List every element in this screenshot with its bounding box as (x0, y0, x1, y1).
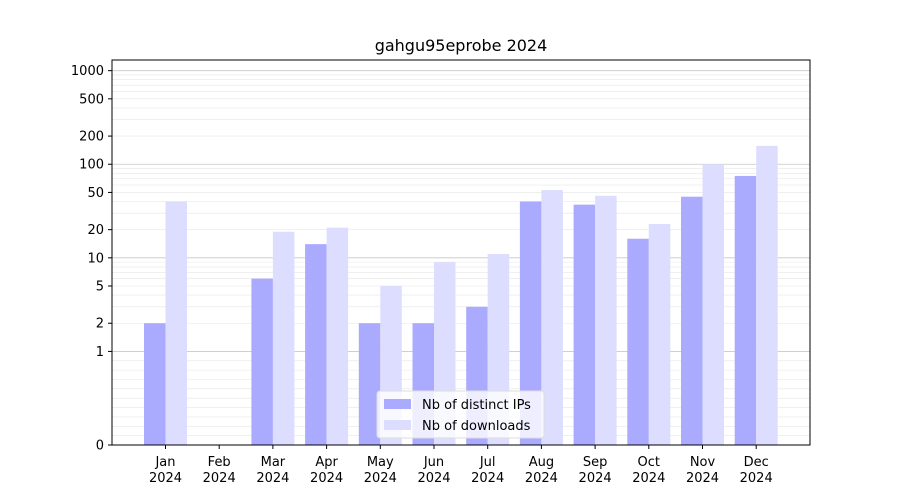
x-tick-label-month: Jul (479, 455, 496, 470)
x-tick-label-month: Jan (154, 455, 175, 470)
x-tick-label-month: Aug (529, 455, 554, 470)
x-tick-label-month: Oct (638, 455, 660, 470)
y-axis: 0 1 2 5 10 20 50 100 200 500 1000 (71, 64, 112, 454)
bar-downloads (326, 227, 349, 445)
bar-downloads (272, 231, 295, 445)
bar-distinct-ips (358, 323, 381, 445)
legend: Nb of distinct IPs Nb of downloads (376, 390, 545, 439)
y-tick-label: 2 (96, 317, 104, 332)
legend-box (376, 390, 545, 439)
x-tick-label-month: Feb (208, 455, 231, 470)
y-tick-label: 200 (79, 130, 104, 145)
x-tick-label-year: 2024 (632, 471, 665, 486)
bar-downloads (756, 145, 778, 445)
bar-distinct-ips (734, 175, 757, 445)
x-tick-label-year: 2024 (686, 471, 719, 486)
bars (144, 145, 778, 445)
bar-distinct-ips (251, 278, 273, 445)
chart-title: gahgu95eprobe 2024 (375, 36, 548, 55)
x-tick-label-month: Sep (583, 455, 608, 470)
bar-distinct-ips (144, 323, 166, 445)
bar-distinct-ips (305, 244, 327, 445)
x-tick-label-year: 2024 (525, 471, 558, 486)
x-tick-label-year: 2024 (310, 471, 343, 486)
x-tick-label-month: Jun (423, 455, 444, 470)
legend-swatch (384, 399, 411, 409)
x-tick-label-year: 2024 (203, 471, 236, 486)
x-tick-label-year: 2024 (579, 471, 612, 486)
legend-label: Nb of downloads (422, 419, 531, 434)
x-tick-label-month: Apr (315, 455, 338, 470)
bar-distinct-ips (681, 196, 703, 445)
x-tick-label-year: 2024 (256, 471, 289, 486)
bar-downloads (541, 190, 563, 445)
y-tick-label: 500 (79, 92, 104, 107)
bar-downloads (595, 195, 617, 445)
plot-frame (111, 59, 811, 446)
bar-distinct-ips (627, 238, 649, 445)
y-tick-label: 1000 (71, 64, 104, 79)
y-tick-label: 100 (79, 158, 104, 173)
y-tick-label: 10 (87, 251, 104, 266)
x-tick-label-year: 2024 (417, 471, 450, 486)
x-tick-label-year: 2024 (149, 471, 182, 486)
bar-downloads (702, 164, 724, 445)
y-tick-label: 0 (96, 439, 104, 454)
bar-downloads (648, 223, 671, 445)
legend-swatch (384, 420, 411, 430)
x-tick-label-year: 2024 (364, 471, 397, 486)
x-tick-label-month: Dec (744, 455, 769, 470)
bar-downloads (165, 201, 187, 445)
bar-distinct-ips (573, 204, 596, 445)
y-tick-label: 20 (87, 223, 104, 238)
x-tick-label-year: 2024 (471, 471, 504, 486)
x-tick-label-month: May (367, 455, 394, 470)
bar-distinct-ips (519, 201, 542, 445)
y-tick-label: 1 (96, 345, 104, 360)
y-tick-label: 5 (96, 280, 104, 295)
x-axis: Jan2024Feb2024Mar2024Apr2024May2024Jun20… (149, 445, 773, 486)
y-tick-label: 50 (87, 186, 104, 201)
x-tick-label-year: 2024 (740, 471, 773, 486)
legend-label: Nb of distinct IPs (422, 398, 531, 413)
x-tick-label-month: Nov (690, 455, 716, 470)
x-tick-label-month: Mar (261, 455, 286, 470)
